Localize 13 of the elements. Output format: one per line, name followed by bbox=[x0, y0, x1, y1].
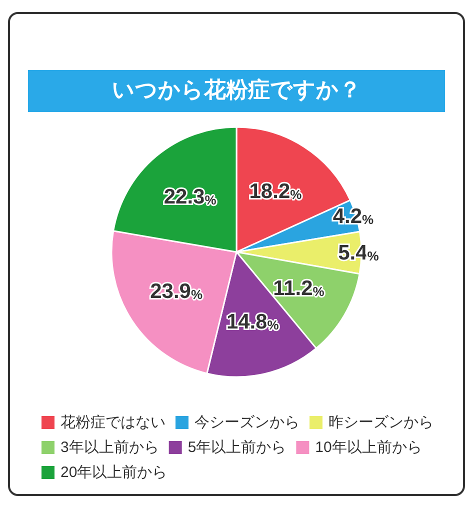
legend-label: 10年以上前から bbox=[315, 439, 422, 456]
chart-title: いつから花粉症ですか？ bbox=[28, 70, 445, 112]
data-label: 22.3% bbox=[164, 185, 217, 208]
legend-label: 20年以上前から bbox=[60, 464, 168, 481]
legend-label: 3年以上前から bbox=[60, 439, 159, 456]
legend-label: 5年以上前から bbox=[188, 439, 286, 456]
legend-label: 昨シーズンから bbox=[328, 414, 434, 431]
data-label: 14.8% bbox=[226, 310, 280, 334]
legend-label: 今シーズンから bbox=[194, 414, 300, 431]
data-label: 18.2% bbox=[249, 180, 302, 203]
data-label: 11.2% bbox=[273, 276, 325, 300]
data-label: 23.9% bbox=[150, 280, 203, 304]
legend-label: 花粉症ではない bbox=[60, 414, 166, 431]
